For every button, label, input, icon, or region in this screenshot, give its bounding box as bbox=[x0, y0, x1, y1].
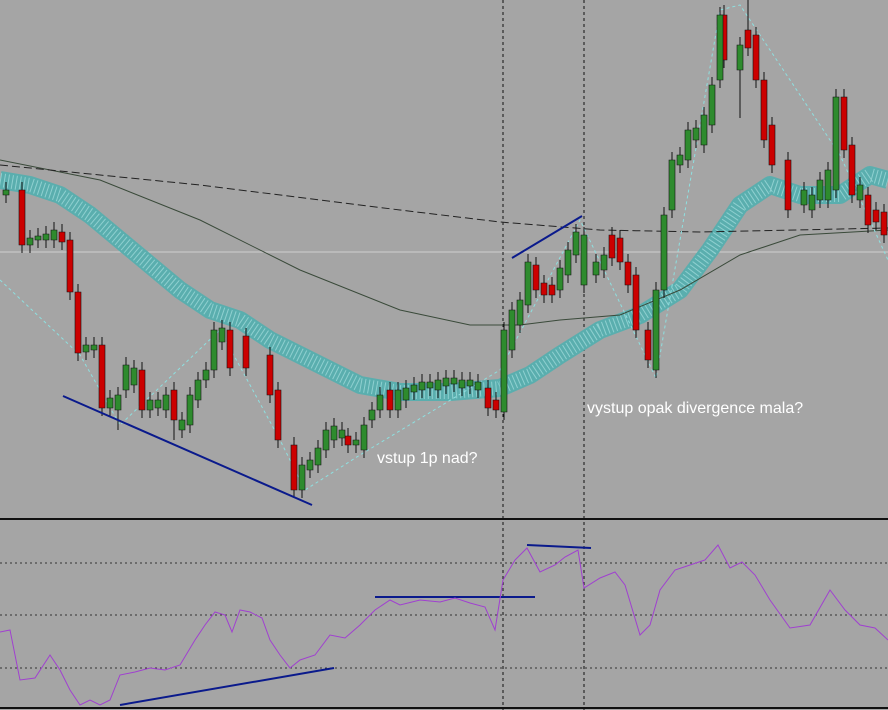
trend-lines bbox=[62, 215, 592, 706]
oscillator-line bbox=[0, 544, 888, 706]
zigzag bbox=[0, 4, 888, 491]
annotation: vystup opak divergence mala? bbox=[587, 400, 803, 417]
cloud-hatch bbox=[0, 168, 888, 399]
candle-bodies-up bbox=[2, 14, 864, 491]
moving-average-dashed bbox=[0, 164, 888, 233]
candle-bodies-down bbox=[18, 14, 888, 491]
annotation: vstup 1p nad? bbox=[377, 450, 478, 467]
